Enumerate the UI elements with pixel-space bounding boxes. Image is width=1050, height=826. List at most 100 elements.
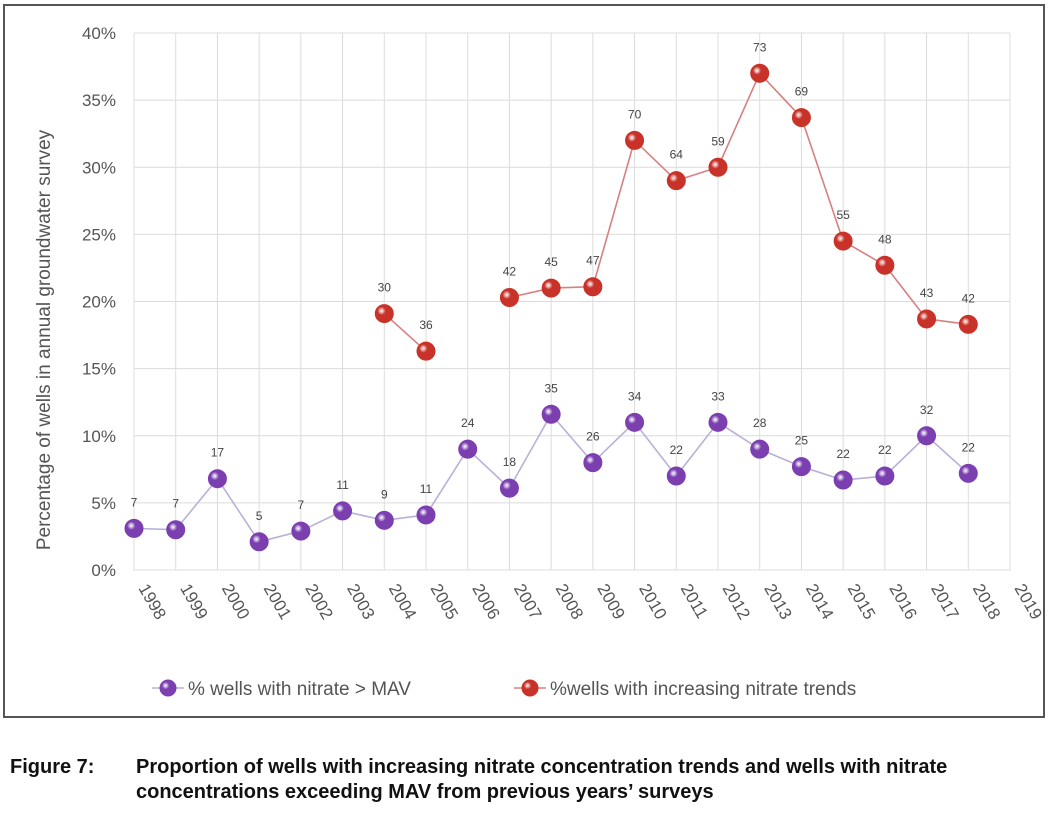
data-point (791, 108, 811, 128)
series-line-segment (216, 478, 260, 543)
legend-marker (159, 679, 177, 697)
x-tick-label: 2004 (385, 581, 420, 623)
data-label: 22 (878, 443, 892, 457)
legend-item-2: %wells with increasing nitrate trends (514, 679, 856, 700)
data-label: 30 (378, 281, 392, 295)
data-label: 32 (920, 403, 934, 417)
series-line-segment (508, 413, 552, 489)
data-point (583, 453, 603, 473)
series-line-segment (425, 448, 469, 516)
series-line-segment (800, 117, 844, 242)
data-point (625, 412, 645, 432)
data-point (708, 157, 728, 177)
series-line-segment (759, 72, 803, 119)
data-label: 70 (628, 107, 642, 121)
data-label: 22 (670, 443, 684, 457)
x-tick-label: 2001 (260, 581, 295, 623)
series-line-segment (175, 478, 219, 531)
data-point (374, 304, 394, 324)
x-tick-label: 2018 (969, 581, 1004, 623)
x-tick-label: 2002 (301, 581, 336, 623)
x-tick-label: 2006 (468, 581, 503, 623)
x-tick-label: 2013 (760, 581, 795, 623)
y-tick-label: 0% (91, 561, 116, 580)
data-point (750, 439, 770, 459)
data-point (958, 314, 978, 334)
data-point (917, 426, 937, 446)
data-point (416, 505, 436, 525)
series-2: 30 36 42 45 47 70 64 59 73 69 55 48 43 42 (374, 40, 978, 361)
data-label: 42 (503, 264, 517, 278)
data-point (875, 255, 895, 275)
data-label: 18 (503, 455, 517, 469)
y-tick-label: 30% (82, 158, 116, 177)
data-point (583, 277, 603, 297)
data-point (750, 63, 770, 83)
data-point (166, 520, 186, 540)
y-axis-title: Percentage of wells in annual groundwate… (34, 129, 55, 550)
data-label: 5 (256, 509, 263, 523)
data-label: 59 (711, 134, 725, 148)
x-axis: 1998 1999 2000 2001 2002 2003 2004 2005 2006 2007… (135, 581, 1046, 623)
data-label: 11 (336, 478, 349, 492)
x-tick-label: 1998 (135, 581, 170, 623)
x-tick-label: 2011 (677, 581, 712, 622)
legend-label: % wells with nitrate > MAV (188, 679, 411, 700)
data-label: 48 (878, 232, 892, 246)
grid-lines (133, 32, 1011, 571)
series-line-segment (884, 264, 928, 320)
data-point (499, 478, 519, 498)
data-point (833, 470, 853, 490)
caption-label: Figure 7: (10, 756, 95, 778)
x-tick-label: 2015 (844, 581, 879, 623)
y-tick-label: 40% (82, 24, 116, 43)
legend-label: %wells with increasing nitrate trends (550, 679, 856, 700)
data-label: 36 (419, 318, 433, 332)
x-tick-label: 2010 (635, 581, 670, 623)
x-tick-label: 2009 (593, 581, 628, 623)
data-label: 22 (836, 447, 850, 461)
y-tick-label: 10% (82, 427, 116, 446)
data-point (416, 341, 436, 361)
series-1: 7 7 17 5 7 11 9 11 24 18 35 26 34 22 33 28 25 22 22 32 22 (124, 381, 978, 552)
series-line-segment (634, 139, 677, 182)
data-label: 24 (461, 416, 475, 430)
data-label: 7 (298, 498, 305, 512)
data-label: 25 (795, 434, 809, 448)
data-point (958, 463, 978, 483)
data-label: 35 (544, 381, 558, 395)
series-line-segment (550, 413, 594, 464)
legend: % wells with nitrate > MAV %wells with in… (152, 679, 856, 700)
y-tick-label: 20% (82, 293, 116, 312)
x-tick-label: 2019 (1011, 581, 1046, 623)
data-label: 33 (711, 389, 725, 403)
data-label: 34 (628, 389, 642, 403)
series-line-segment (884, 435, 928, 477)
data-point (333, 501, 353, 521)
y-tick-label: 5% (91, 494, 116, 513)
x-tick-label: 1999 (176, 581, 211, 623)
data-label: 64 (670, 148, 684, 162)
legend-marker (521, 679, 539, 697)
data-label: 47 (586, 254, 600, 268)
data-point (124, 518, 144, 538)
x-tick-label: 2000 (218, 581, 253, 623)
y-tick-label: 15% (82, 360, 116, 379)
data-label: 17 (211, 446, 225, 460)
data-point (625, 130, 645, 150)
caption-text: Proportion of wells with increasing nitr… (136, 756, 948, 803)
y-tick-label: 35% (82, 91, 116, 110)
y-axis: 0% 5% 10% 15% 20% 25% 30% 35% 40% (82, 24, 116, 580)
data-point (249, 532, 269, 552)
data-point (917, 309, 937, 329)
data-point (791, 457, 811, 477)
data-point (207, 469, 227, 489)
data-label: 9 (381, 487, 388, 501)
data-label: 55 (836, 208, 850, 222)
x-tick-label: 2005 (427, 581, 462, 623)
data-point (499, 287, 519, 307)
data-point (875, 466, 895, 486)
data-point (708, 412, 728, 432)
